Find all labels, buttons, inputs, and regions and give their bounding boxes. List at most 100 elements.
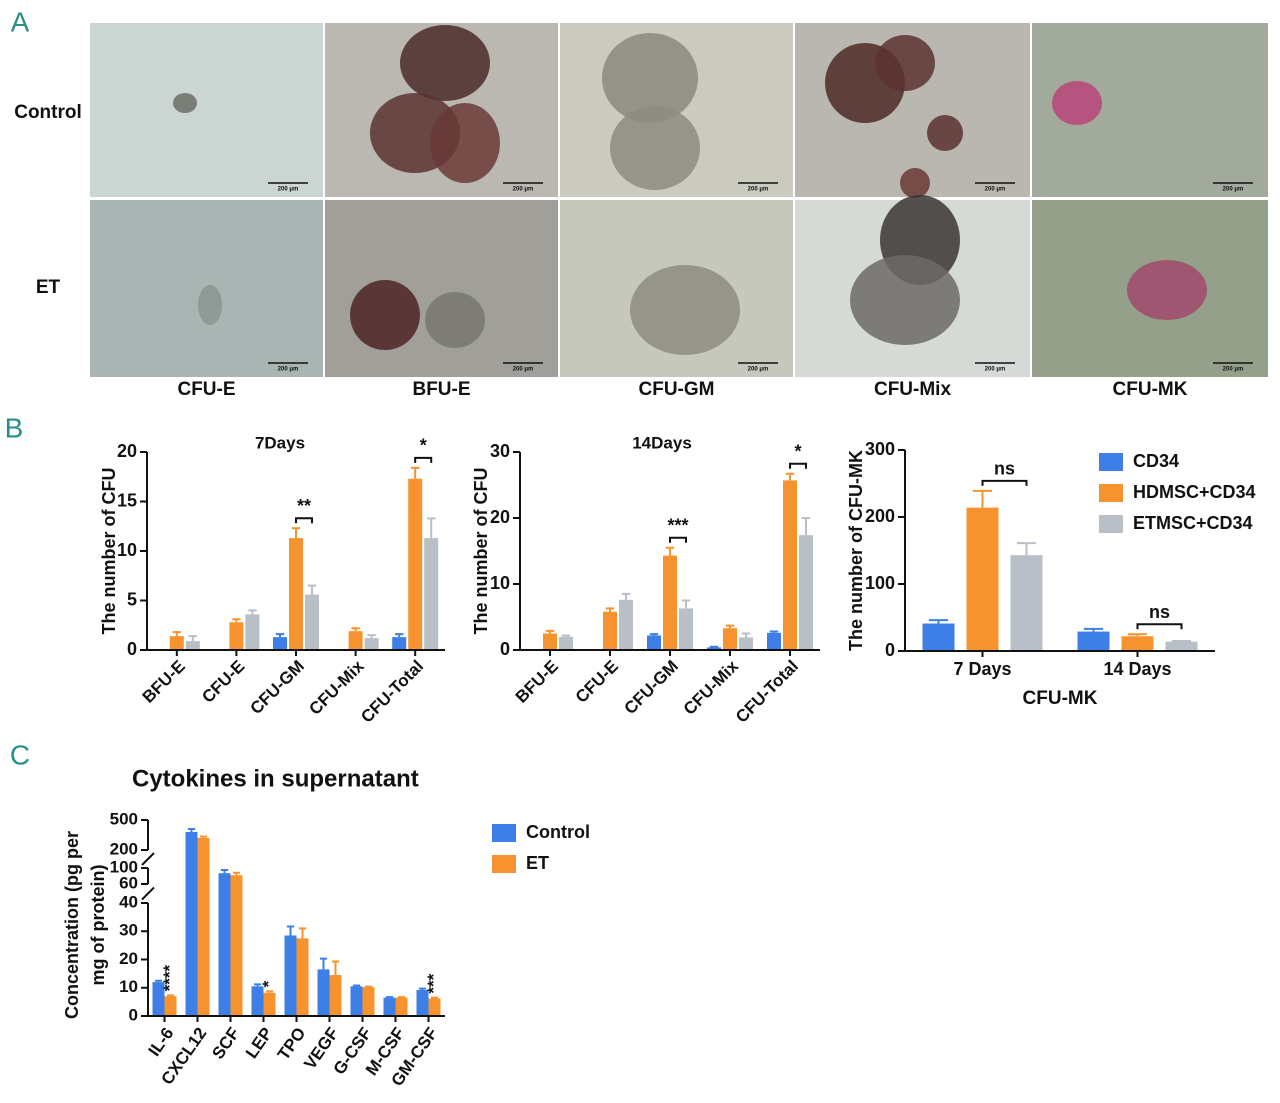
y-tick-label: 300 — [865, 439, 895, 459]
error-bar — [265, 990, 274, 993]
error-bar — [1171, 639, 1192, 642]
error-bar — [275, 633, 285, 638]
bar — [922, 623, 955, 651]
bar — [164, 996, 177, 1016]
bar — [263, 992, 276, 1016]
error-bar — [232, 618, 241, 623]
significance-bracket — [295, 517, 313, 524]
bar — [723, 628, 737, 650]
bar — [543, 633, 557, 650]
error-bar — [1127, 633, 1148, 637]
error-bar — [725, 624, 735, 629]
error-bar — [220, 869, 229, 874]
x-tick-label: BFU-E — [512, 657, 562, 707]
error-bar — [232, 871, 241, 876]
bar — [559, 636, 573, 650]
scale-label: 200 μm — [748, 187, 769, 193]
colony — [430, 103, 500, 183]
error-bar — [188, 635, 197, 642]
x-tick-label: CFU-Total — [732, 657, 802, 727]
error-bar — [331, 960, 340, 976]
chart-title: Cytokines in supernatant — [132, 765, 419, 792]
error-bar — [427, 517, 436, 539]
y-tick-label: 0 — [885, 640, 895, 660]
colony — [630, 265, 740, 355]
legend-label: ETMSC+CD34 — [1133, 513, 1253, 533]
panel-label: B — [5, 412, 24, 443]
x-tick-label: 14 Days — [1103, 659, 1171, 679]
colony — [602, 33, 698, 123]
error-bar — [972, 489, 993, 508]
y-tick-label: 20 — [490, 507, 510, 527]
legend-label: CD34 — [1133, 451, 1179, 471]
axis-break — [141, 886, 155, 901]
error-bar — [286, 925, 295, 936]
bar — [317, 969, 330, 1016]
y-tick-label: 30 — [119, 921, 138, 940]
legend-label: ET — [526, 853, 549, 873]
colony — [610, 106, 700, 190]
error-bar — [248, 609, 257, 615]
bar — [230, 875, 243, 1016]
significance-label: ns — [994, 459, 1015, 479]
bar — [424, 538, 439, 650]
error-bar — [801, 517, 811, 536]
legend-swatch — [492, 824, 516, 842]
scale-label: 200 μm — [278, 187, 299, 193]
y-axis-title: Concentration (pg per — [62, 831, 82, 1019]
significance-bracket — [669, 536, 687, 543]
panel-label: A — [11, 6, 30, 37]
bar — [350, 986, 363, 1016]
error-bar — [307, 584, 317, 595]
colony — [900, 168, 930, 198]
chart-title: 14Days — [632, 433, 692, 452]
micrograph — [325, 200, 558, 377]
y-tick-label: 100 — [865, 573, 895, 593]
bar — [185, 832, 198, 1016]
bar — [197, 838, 210, 1016]
colony — [350, 280, 420, 350]
bar — [251, 986, 264, 1016]
error-bar — [199, 835, 208, 838]
scale-label: 200 μm — [1223, 187, 1244, 193]
column-label: CFU-Mix — [874, 379, 951, 400]
significance-bracket — [981, 479, 1028, 486]
error-bar — [298, 927, 307, 939]
x-tick-label: SCF — [208, 1024, 243, 1063]
bar — [1121, 636, 1154, 651]
significance-label: * — [794, 442, 801, 462]
y-tick-label: 200 — [110, 839, 138, 858]
y-tick-label: 200 — [865, 506, 895, 526]
y-tick-label: 0 — [500, 639, 510, 659]
error-bar — [411, 466, 420, 479]
bar — [1165, 641, 1198, 651]
y-tick-label: 20 — [117, 441, 137, 461]
error-bar — [187, 828, 196, 832]
significance-label: ns — [1149, 602, 1170, 622]
significance-bracket — [414, 456, 433, 463]
bar — [229, 622, 244, 650]
bar — [428, 998, 441, 1016]
bar — [296, 938, 309, 1016]
y-tick-label: 15 — [117, 490, 137, 510]
y-tick-label: 40 — [119, 892, 138, 911]
scale-label: 200 μm — [985, 187, 1006, 193]
column-label: CFU-MK — [1113, 379, 1188, 400]
error-bar — [545, 629, 555, 634]
bar — [1077, 631, 1110, 651]
bar — [739, 637, 753, 650]
bar — [679, 608, 693, 650]
scale-label: 200 μm — [513, 187, 534, 193]
y-axis-title: The number of CFU — [99, 468, 119, 635]
x-tick-label: CFU-Total — [357, 657, 427, 727]
bar — [218, 873, 231, 1016]
error-bar — [785, 472, 795, 481]
bar — [647, 635, 661, 650]
legend-swatch — [1099, 484, 1123, 502]
bar — [329, 975, 342, 1016]
legend-label: Control — [526, 822, 590, 842]
micrograph — [90, 23, 323, 197]
legend-swatch — [1099, 515, 1123, 533]
error-bar — [154, 979, 163, 983]
bar — [416, 990, 429, 1016]
